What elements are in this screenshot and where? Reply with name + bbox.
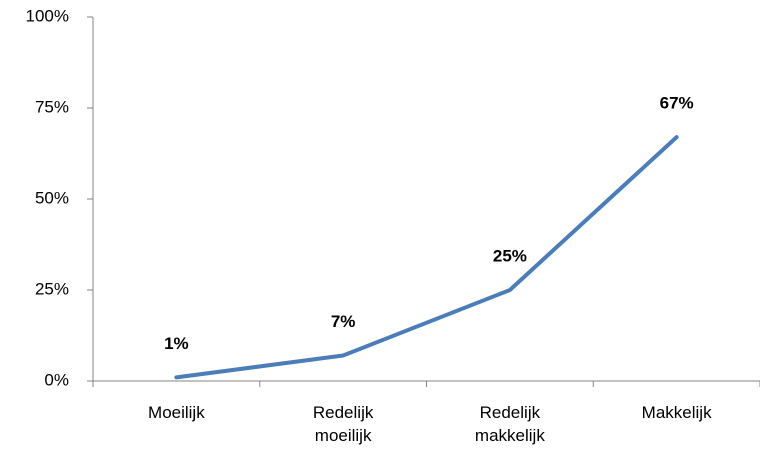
y-tick-label: 50% [35,188,69,207]
line-series [174,135,679,380]
x-tick-label: Redelijk makkelijk [474,403,545,445]
y-tick-label: 75% [35,97,69,116]
data-label: 67% [660,94,694,113]
y-tick-label: 0% [44,370,69,389]
y-tick-label: 25% [35,279,69,298]
x-tick-label: Moeilijk [148,403,205,422]
x-tick-label: Redelijk moeilijk [312,403,374,445]
data-label: 7% [331,312,356,331]
data-label: 25% [493,246,527,265]
y-tick-label: 100% [26,6,69,25]
x-tick-label: Makkelijk [641,403,712,422]
data-label: 1% [164,334,189,353]
